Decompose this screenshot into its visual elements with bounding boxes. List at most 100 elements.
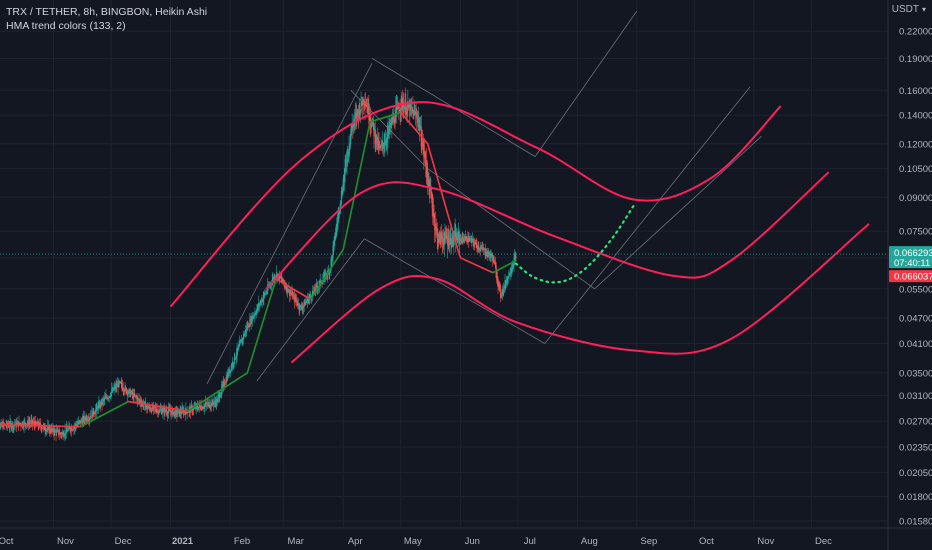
candle-body bbox=[168, 409, 170, 411]
hma-segment bbox=[365, 133, 369, 141]
candle-body bbox=[247, 323, 249, 329]
candle-body bbox=[361, 103, 364, 106]
candle-body bbox=[252, 317, 254, 319]
candle-body bbox=[189, 408, 191, 413]
candle-body bbox=[81, 420, 83, 422]
currency-selector[interactable]: USDT ▾ bbox=[892, 4, 926, 15]
candle-body bbox=[54, 430, 57, 432]
candle-body bbox=[264, 292, 266, 296]
candle-body bbox=[274, 276, 277, 278]
candle-body bbox=[28, 422, 30, 424]
candle-body bbox=[209, 405, 211, 408]
candle-body bbox=[319, 281, 321, 287]
candle-body bbox=[463, 240, 465, 241]
candle-body bbox=[484, 248, 486, 250]
candle-body bbox=[471, 239, 473, 243]
candle-body bbox=[161, 409, 163, 415]
candle-body bbox=[326, 275, 328, 276]
candle-body bbox=[459, 238, 461, 240]
candle-body bbox=[10, 423, 12, 429]
candle-body bbox=[487, 250, 490, 255]
candle-body bbox=[272, 276, 274, 283]
candle-body bbox=[515, 255, 517, 259]
candle-body bbox=[335, 225, 337, 236]
candle-body bbox=[45, 429, 47, 433]
candle-body bbox=[309, 293, 311, 299]
last-price-label: 0.066293 bbox=[894, 248, 932, 259]
candle-body bbox=[514, 254, 516, 262]
candle-body bbox=[330, 258, 332, 270]
candle-body bbox=[83, 415, 85, 421]
candle-body bbox=[503, 287, 506, 289]
candle-body bbox=[99, 401, 101, 407]
candle-body bbox=[228, 372, 230, 374]
candle-body bbox=[393, 117, 396, 124]
candle-body bbox=[368, 113, 371, 123]
candle-body bbox=[308, 298, 310, 302]
candle-body bbox=[127, 391, 129, 396]
candle-body bbox=[511, 267, 513, 271]
candle-body bbox=[400, 95, 403, 110]
candle-body bbox=[452, 231, 454, 245]
candle-body bbox=[310, 295, 312, 297]
candle-body bbox=[379, 145, 381, 149]
candle-body bbox=[214, 401, 216, 403]
candle-body bbox=[426, 166, 428, 178]
channel-layer bbox=[169, 101, 870, 364]
candle-body bbox=[363, 102, 365, 104]
candle-body bbox=[399, 110, 401, 112]
candle-body bbox=[237, 345, 239, 350]
candle-body bbox=[439, 234, 442, 245]
candle-body bbox=[144, 401, 146, 404]
candle-body bbox=[152, 404, 154, 409]
candle-body bbox=[18, 421, 20, 426]
candle-body bbox=[362, 97, 364, 105]
candle-body bbox=[171, 408, 174, 412]
candle-body bbox=[83, 418, 85, 422]
candle-body bbox=[498, 283, 500, 286]
candle-body bbox=[97, 407, 99, 411]
candle-body bbox=[0, 424, 1, 429]
candle-body bbox=[446, 236, 448, 239]
candle-body bbox=[48, 426, 50, 433]
candle-body bbox=[401, 98, 403, 103]
candle-body bbox=[340, 200, 342, 209]
candle-body bbox=[470, 239, 472, 240]
candle-body bbox=[39, 423, 41, 425]
candle-body bbox=[347, 152, 349, 156]
candle-body bbox=[332, 245, 334, 258]
candle-body bbox=[473, 239, 475, 244]
candle-body bbox=[465, 235, 467, 239]
candle-body bbox=[189, 407, 191, 411]
candle-body bbox=[218, 393, 220, 397]
candle-body bbox=[123, 389, 125, 393]
prev-close-label: 0.066037 bbox=[894, 272, 932, 283]
candle-body bbox=[167, 411, 169, 414]
candle-body bbox=[434, 222, 436, 231]
candle-body bbox=[285, 286, 287, 292]
candle-body bbox=[65, 432, 67, 434]
candle-body bbox=[61, 431, 64, 434]
candle-body bbox=[170, 410, 172, 413]
candle-body bbox=[180, 411, 182, 414]
candle-body bbox=[255, 313, 257, 315]
candle-body bbox=[373, 123, 375, 137]
candle-body bbox=[492, 254, 494, 259]
candle-body bbox=[136, 397, 138, 403]
candle-body bbox=[299, 305, 301, 309]
candle-body bbox=[265, 291, 268, 293]
candle-body bbox=[384, 140, 387, 145]
candle-body bbox=[253, 315, 255, 318]
candle-body bbox=[288, 288, 290, 292]
candle-body bbox=[413, 110, 415, 120]
candle-body bbox=[432, 209, 435, 217]
candle-body bbox=[59, 432, 61, 434]
candle-body bbox=[58, 432, 60, 435]
